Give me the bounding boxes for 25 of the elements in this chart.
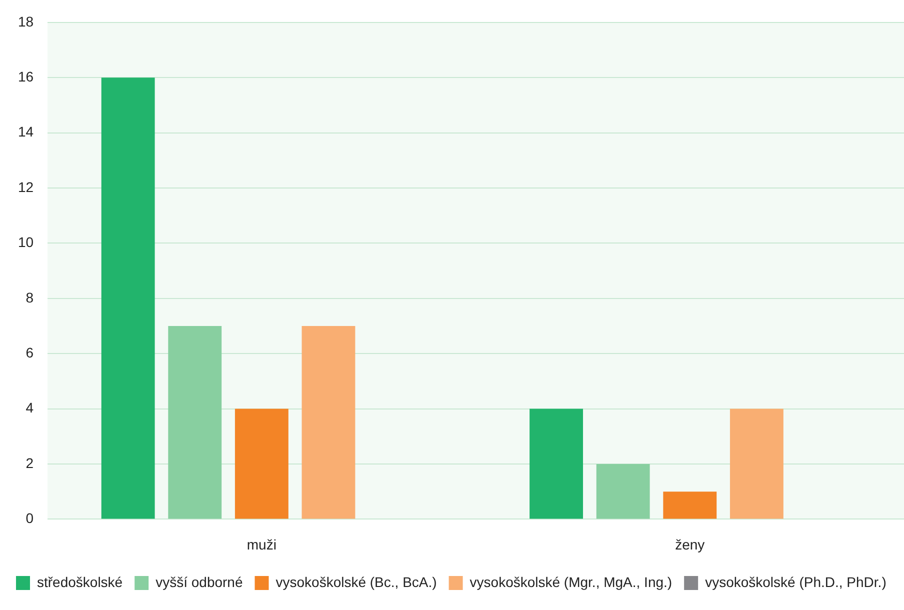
y-tick-label: 14 <box>18 124 34 140</box>
y-tick-label: 0 <box>26 510 34 526</box>
y-tick-label: 12 <box>18 178 34 195</box>
y-tick-label: 2 <box>26 454 34 471</box>
bar <box>530 408 584 519</box>
legend-label: vysokoškolské (Ph.D., PhDr.) <box>705 574 886 590</box>
y-tick-label: 8 <box>26 289 34 306</box>
bar <box>234 408 288 519</box>
bar <box>168 326 222 519</box>
x-tick-label: ženy <box>675 536 705 552</box>
y-tick-label: 16 <box>18 68 34 84</box>
y-tick-label: 4 <box>26 400 34 416</box>
bar <box>663 492 717 519</box>
y-tick-label: 18 <box>18 13 34 30</box>
y-tick-label: 10 <box>18 234 34 250</box>
x-tick-label: muži <box>246 536 276 552</box>
bar <box>101 78 155 519</box>
legend-label: středoškolské <box>37 574 123 590</box>
bar <box>302 326 356 519</box>
y-tick-label: 6 <box>26 344 34 360</box>
legend-label: vysokoškolské (Mgr., MgA., Ing.) <box>470 574 672 590</box>
bar <box>596 464 650 519</box>
legend-label: vysokoškolské (Bc., BcA.) <box>276 574 437 590</box>
bar <box>730 408 784 519</box>
legend-label: vyšší odborné <box>156 574 243 590</box>
